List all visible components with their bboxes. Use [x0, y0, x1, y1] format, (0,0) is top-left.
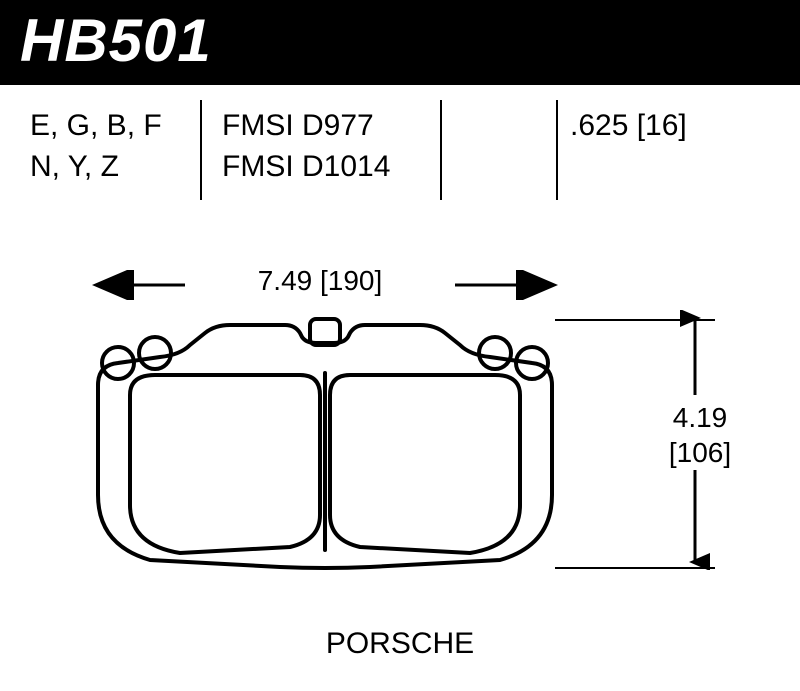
height-arrow: [680, 310, 710, 570]
codes-line-2: N, Y, Z: [30, 147, 162, 188]
separator-2: [440, 100, 442, 200]
header-bar: HB501: [0, 0, 800, 85]
width-arrow: [90, 270, 560, 300]
part-number: HB501: [20, 7, 212, 74]
fmsi-codes: FMSI D977 FMSI D1014: [222, 106, 390, 187]
fmsi-line-1: FMSI D977: [222, 106, 390, 147]
brand-label: PORSCHE: [0, 627, 800, 661]
compound-codes: E, G, B, F N, Y, Z: [30, 106, 162, 187]
thickness-value: .625 [16]: [570, 106, 687, 147]
separator-3: [556, 100, 558, 200]
codes-line-1: E, G, B, F: [30, 106, 162, 147]
separator-1: [200, 100, 202, 200]
fmsi-line-2: FMSI D1014: [222, 147, 390, 188]
brake-pad-diagram: [70, 315, 580, 575]
